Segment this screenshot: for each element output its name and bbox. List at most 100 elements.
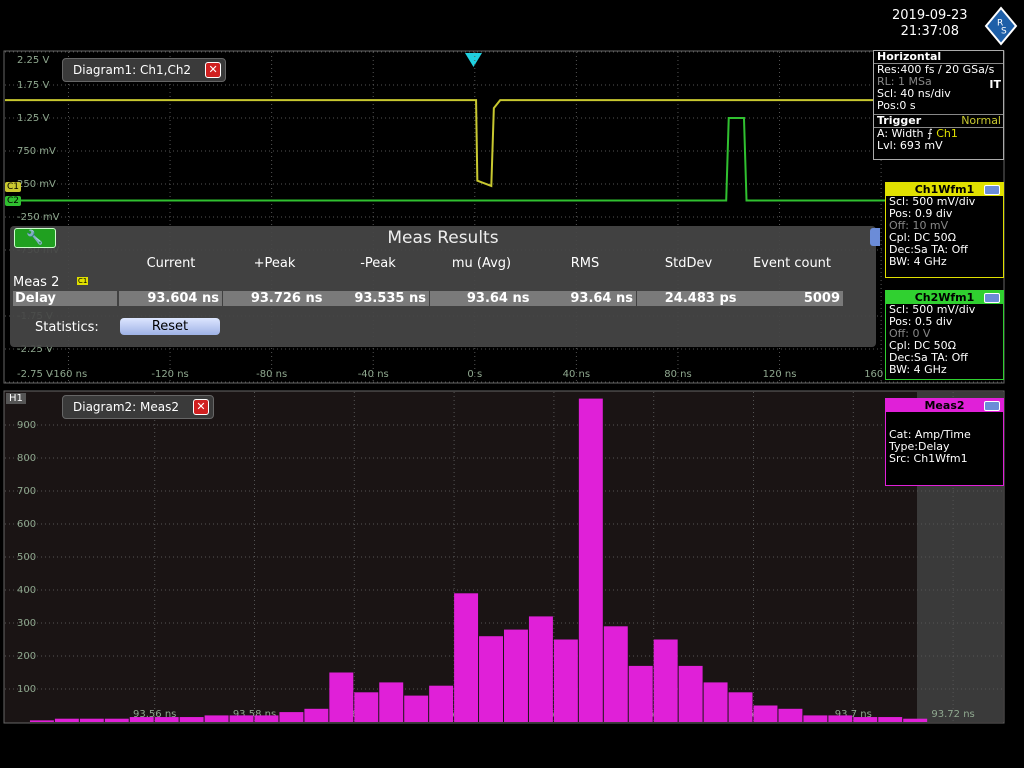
close-button[interactable]: ✕ [205,62,222,78]
histogram-bar [229,715,254,722]
y-tick-label: 1.75 V [17,80,49,91]
trigger-title: Trigger [877,114,922,127]
meas-value: 93.64 ns [533,291,636,306]
histogram-bar [628,665,653,722]
horizontal-title: Horizontal [874,51,1003,64]
y-tick-label: 600 [17,519,36,530]
meas-value: 93.604 ns [119,291,222,306]
diagram2-title: Diagram2: Meas2 [73,400,179,414]
histogram-bar [429,685,454,722]
histogram-bar [803,715,828,722]
meas2-lines: Cat: Amp/Time Type:Delay Src: Ch1Wfm1 [886,429,1003,465]
info-line: Type:Delay [889,440,950,453]
waveform [5,99,1003,188]
ch2-title: Ch2Wfm1 [914,291,975,304]
ch2-header: Ch2Wfm1 [886,291,1003,304]
y-tick-label: 500 [17,552,36,563]
meas-title: Meas Results [387,228,499,248]
info-line: Scl: 500 mV/div [889,195,976,208]
histogram-bar [553,639,578,722]
x-tick-label: 93.58 ns [233,709,276,720]
histogram-bar [179,717,204,722]
x-tick-label: -160 ns [50,369,87,380]
diagram1-tab[interactable]: Diagram1: Ch1,Ch2 ✕ [62,58,227,82]
logo: RS [984,6,1018,46]
meas-value: 24.483 ps [636,291,740,306]
meas2-header: Meas2 [886,399,1003,412]
info-line: Pos:0 s [877,99,916,112]
y-tick-label: 800 [17,453,36,464]
diagram1-title: Diagram1: Ch1,Ch2 [73,63,192,77]
y-tick-label: 900 [17,420,36,431]
trigger-type: A: Width [877,127,924,140]
histogram-bar [54,718,79,722]
histogram-bar [129,717,154,722]
info-line: BW: 4 GHz [889,255,947,268]
close-button[interactable]: ✕ [193,399,209,415]
histogram-bar [678,665,703,722]
ch2-panel[interactable]: Ch2Wfm1 Scl: 500 mV/div Pos: 0.5 div Off: … [885,290,1004,380]
waveform [5,117,1003,202]
ch1-badge: C1 [5,182,22,192]
ch1-panel[interactable]: Ch1Wfm1 Scl: 500 mV/div Pos: 0.9 div Off: … [885,182,1004,278]
svg-text:R: R [997,19,1003,29]
column-header: Event count [752,256,832,271]
meas-value: 5009 [740,291,843,306]
meas-results-panel: 🔧 Meas Results Meas 2 C1 Delay Statistic… [10,226,906,347]
column-header: StdDev [664,256,713,271]
info-line: Cpl: DC 50Ω [889,231,956,244]
meas2-title: Meas2 [924,399,965,412]
ch1-header: Ch1Wfm1 [886,183,1003,196]
histogram-bar [404,695,429,722]
diagram2-tab[interactable]: Diagram2: Meas2 ✕ [62,395,214,419]
meas-value: 93.726 ns [222,291,326,306]
y-tick-label: 750 mV [17,146,56,157]
y-tick-label: -2.75 V [17,369,53,380]
histogram-bar [104,718,129,722]
column-header: mu (Avg) [451,256,512,271]
info-line: RL: 1 MSa [877,75,932,88]
ch2-badge: C2 [5,196,22,206]
x-tick-label: 93.7 ns [835,709,872,720]
horizontal-mode: IT [989,78,1001,91]
histogram-bar [703,682,728,722]
histogram-bar [853,717,878,722]
x-tick-label: -120 ns [151,369,188,380]
histogram-label: H1 [6,393,26,404]
histogram-bar [29,720,54,722]
time: 21:37:08 [900,24,959,39]
x-tick-label: 0 s [467,369,482,380]
meas2-panel[interactable]: Meas2 Cat: Amp/Time Type:Delay Src: Ch1Wfm… [885,398,1004,486]
y-tick-label: -250 mV [17,212,60,223]
column-header: Current [146,256,196,271]
histogram-bar [828,715,853,722]
info-line: Pos: 0.9 div [889,207,953,220]
info-line: Cpl: DC 50Ω [889,339,956,352]
info-line: Off: 0 V [889,327,931,340]
panel-button[interactable] [870,228,880,246]
meas-group: Meas 2 [13,275,60,290]
statistics-label: Statistics: [35,320,99,335]
info-line: Res:400 fs / 20 GSa/s [877,63,995,76]
meas-value: 93.535 ns [326,291,429,306]
histogram-bar [903,718,928,722]
svg-text:S: S [1001,27,1007,37]
histogram-bar [379,682,404,722]
meas-value: 93.64 ns [429,291,533,306]
settings-button[interactable]: 🔧 [14,228,56,248]
trigger-header: Trigger Normal [874,114,1003,128]
histogram-bar [653,639,678,722]
info-line: Pos: 0.5 div [889,315,953,328]
info-line: Dec:Sa TA: Off [889,351,968,364]
trigger-level: Lvl: 693 mV [877,139,943,152]
x-tick-label: 80 ns [664,369,691,380]
histogram-bar [454,593,479,722]
meas-row-name: Delay [13,291,117,306]
column-header: RMS [570,256,600,271]
histogram-bar [778,708,803,722]
histogram-bar [753,705,778,722]
reset-button[interactable]: Reset [120,318,220,335]
histogram-bar [204,715,229,722]
